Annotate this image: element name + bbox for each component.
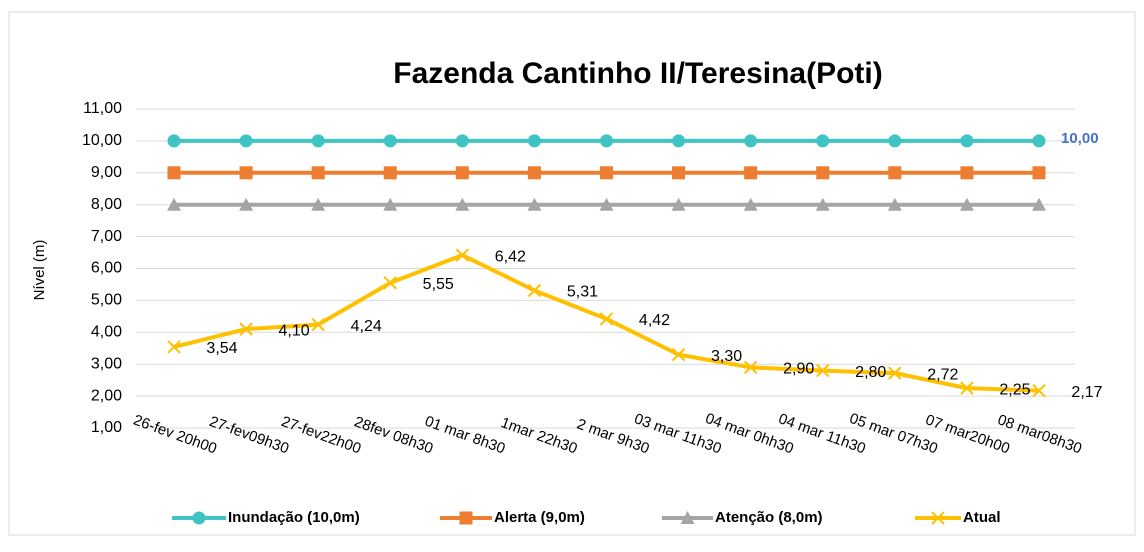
y-tick-label: 4,00 [91,324,122,341]
data-point [167,340,181,354]
y-tick-label: 6,00 [91,260,122,277]
data-point [311,197,326,211]
data-point [887,197,902,211]
legend-label: Atual [963,509,1001,526]
data-label: 3,30 [711,348,742,365]
data-point [744,166,758,180]
data-point [311,317,325,332]
data-label: 4,42 [639,312,670,329]
y-tick-label: 1,00 [91,419,122,436]
data-point [960,381,974,395]
data-point [1032,134,1046,148]
data-point [383,276,397,290]
data-point [239,134,253,148]
data-point [455,197,470,211]
data-point [672,166,686,180]
data-point [239,322,253,336]
y-tick-label: 3,00 [91,355,122,372]
data-point [816,363,830,378]
data-point [816,166,830,180]
data-label: 10,00 [1061,130,1099,147]
data-point [743,197,758,211]
data-point [888,366,902,380]
data-point [1032,166,1046,180]
y-tick-label: 5,00 [91,292,122,309]
data-point [239,197,254,211]
y-tick-label: 8,00 [91,196,122,213]
y-tick-label: 2,00 [91,387,122,404]
chart-title: Fazenda Cantinho II/Teresina(Poti) [393,57,883,90]
data-label: 3,54 [206,340,237,357]
data-point [960,166,974,180]
data-label: 4,10 [279,322,310,339]
y-tick-label: 10,00 [82,132,122,149]
y-axis-label: Nível (m) [31,240,48,301]
y-tick-label: 9,00 [91,164,122,181]
data-label: 2,90 [783,361,814,378]
data-point [167,166,181,180]
data-point [455,134,469,148]
data-label: 2,80 [855,364,886,381]
data-point [671,347,686,362]
data-point [744,134,758,148]
chart-frame [8,11,1136,536]
data-point [527,197,542,211]
data-point [599,197,614,211]
data-point [888,134,902,148]
data-label: 2,72 [927,366,958,383]
data-label: 4,24 [351,318,382,335]
data-point [888,166,902,180]
data-point [959,197,974,211]
y-tick-label: 11,00 [83,100,122,117]
data-point [527,134,541,148]
data-label: 2,25 [999,381,1030,398]
data-point [599,312,614,326]
data-point [167,134,181,148]
data-point [600,166,613,180]
data-point [311,134,325,148]
data-point [527,283,542,298]
data-label: 6,42 [495,248,526,265]
data-point [960,134,974,148]
data-point [1032,383,1046,398]
data-label: 5,55 [423,276,454,293]
data-point [1032,197,1046,211]
legend-marker [192,511,206,525]
data-point [743,360,758,375]
data-point [816,134,830,148]
data-point [167,197,181,211]
y-tick-label: 7,00 [91,228,122,245]
data-point [527,166,541,180]
data-label: 5,31 [567,284,598,301]
legend-marker [459,511,473,525]
data-label: 2,17 [1071,384,1102,401]
data-point [455,248,470,262]
data-point [311,166,325,180]
data-point [671,197,686,211]
legend-marker [931,511,945,525]
legend-marker [680,511,695,524]
data-point [239,166,253,180]
data-point [383,166,397,180]
data-point [455,166,469,180]
legend-label: Alerta (9,0m) [494,509,585,526]
data-point [600,134,613,148]
legend-label: Atenção (8,0m) [715,509,823,526]
legend-label: Inundação (10,0m) [228,509,360,526]
data-point [815,197,830,211]
data-point [383,197,398,211]
data-point [383,134,397,148]
data-point [672,134,686,148]
